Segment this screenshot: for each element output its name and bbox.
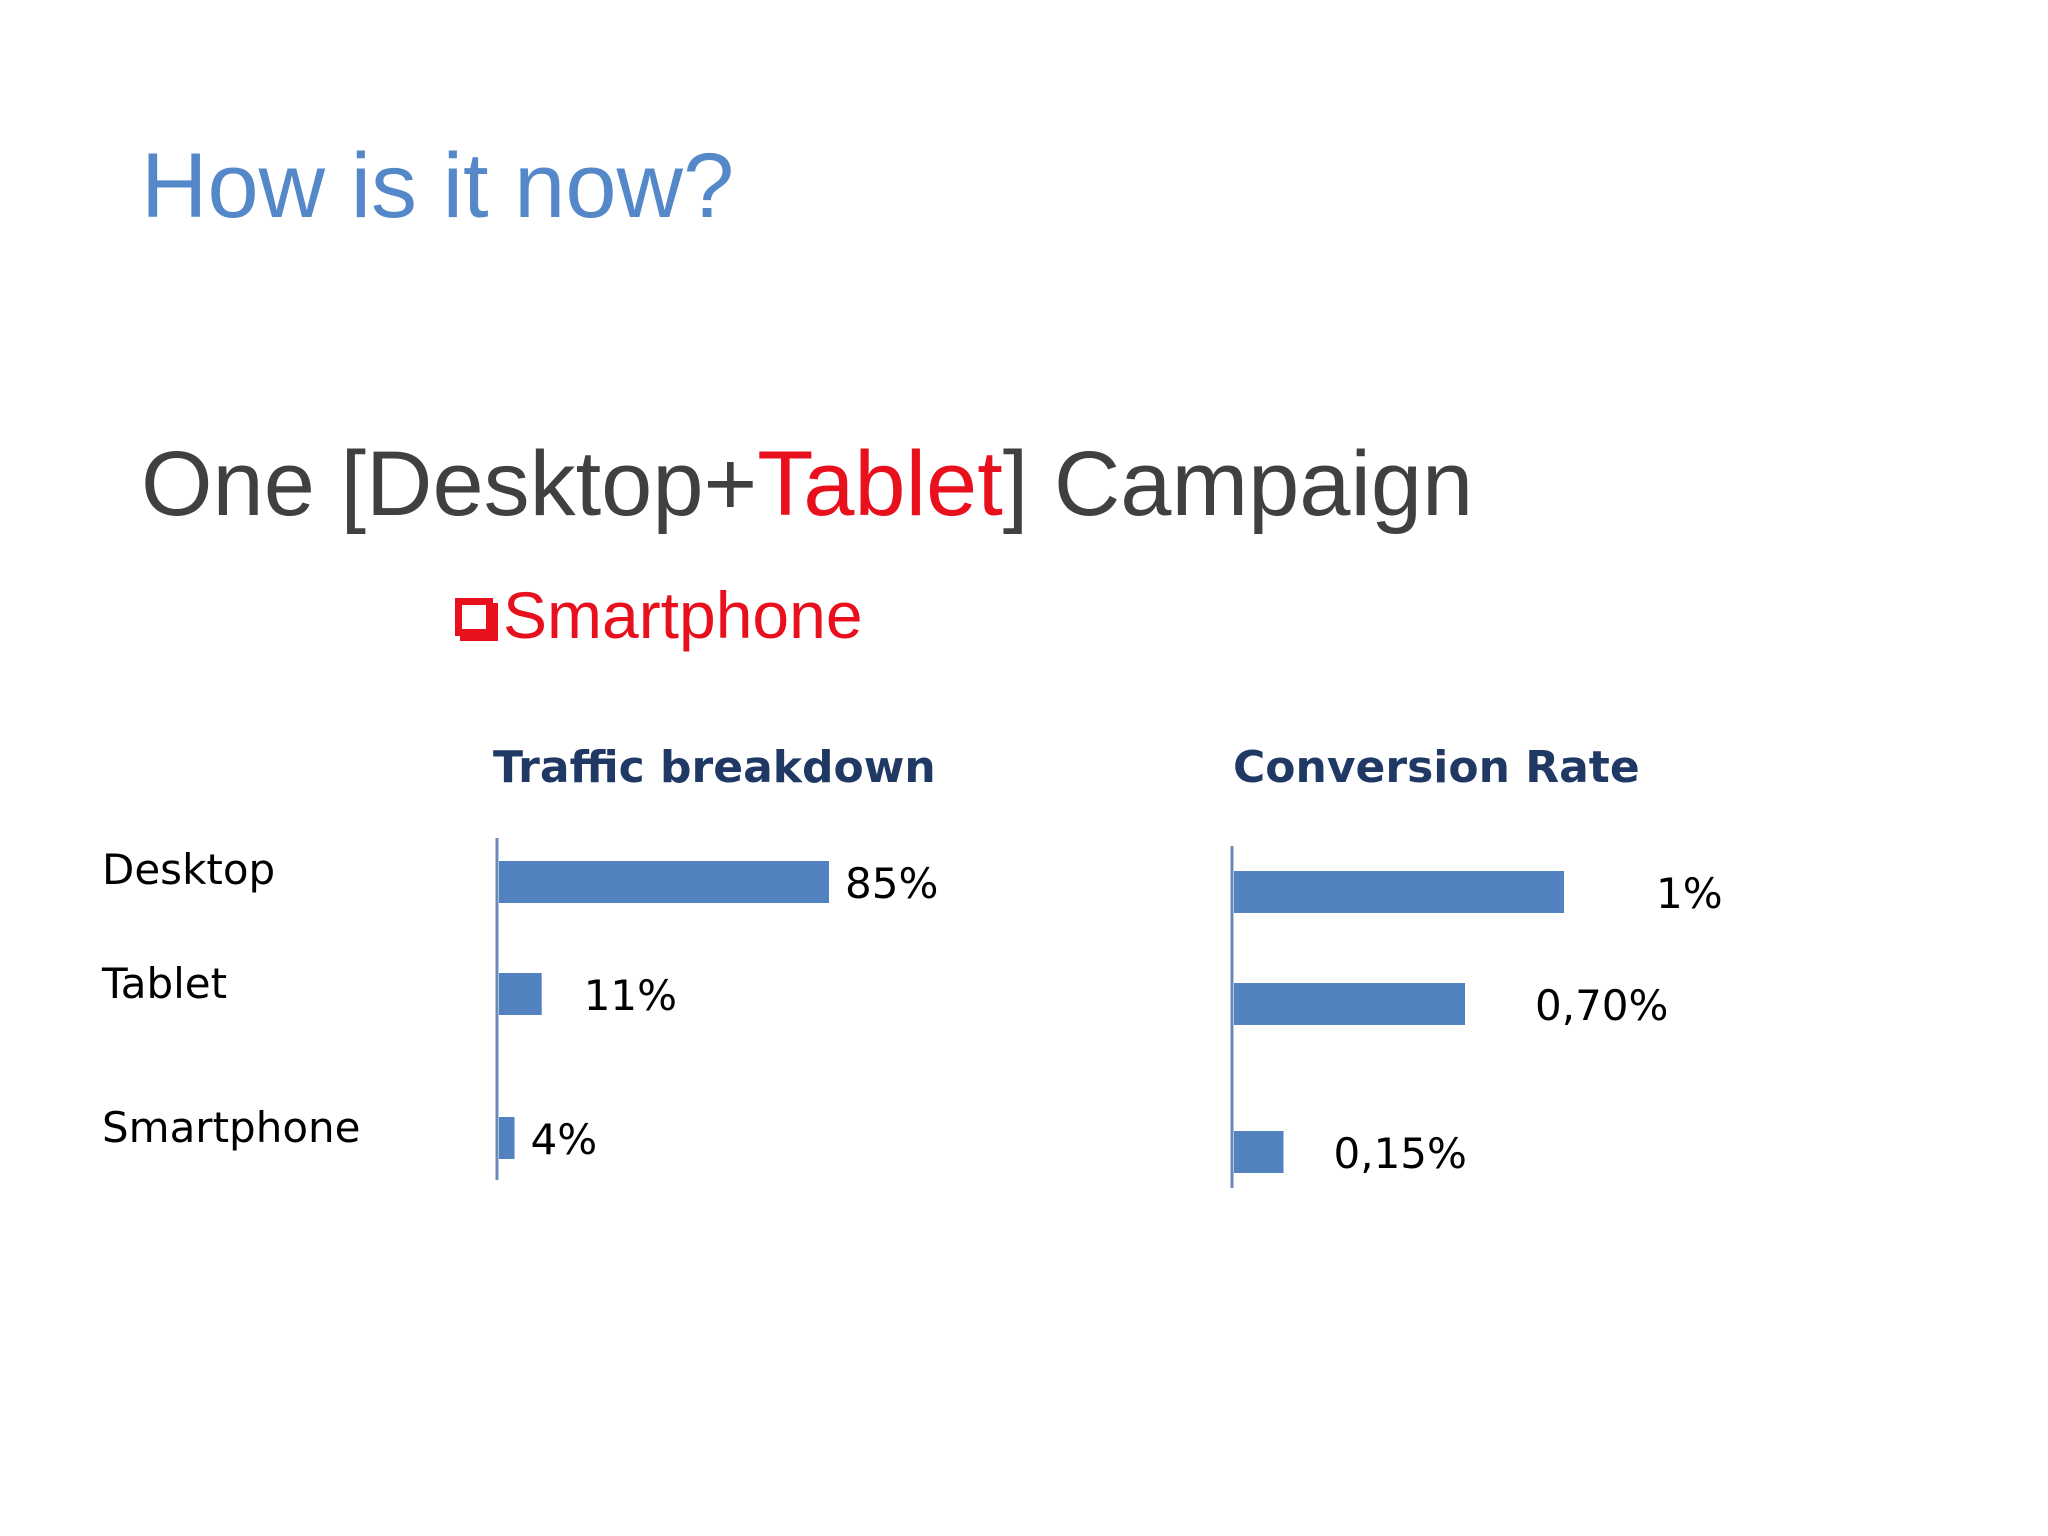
campaign-heading-accent: Tablet	[757, 433, 1003, 535]
traffic-value-label-desktop: 85%	[845, 859, 938, 908]
traffic-value-label-smartphone: 4%	[531, 1115, 598, 1164]
conversion-bar-desktop	[1234, 871, 1564, 913]
smartphone-bullet: Smartphone	[455, 582, 863, 648]
smartphone-bullet-label: Smartphone	[503, 578, 863, 652]
campaign-heading: One [Desktop+Tablet] Campaign	[141, 438, 1473, 530]
category-label-smartphone: Smartphone	[102, 1103, 360, 1152]
traffic-bar-smartphone	[499, 1117, 515, 1159]
category-label-tablet: Tablet	[101, 959, 227, 1008]
traffic-value-label-tablet: 11%	[584, 971, 677, 1020]
conversion-value-label-tablet: 0,70%	[1535, 981, 1668, 1030]
traffic-bar-desktop	[499, 861, 829, 903]
conversion-chart-title: Conversion Rate	[1233, 742, 1640, 793]
conversion-bar-tablet	[1234, 983, 1465, 1025]
checkbox-icon	[455, 598, 493, 636]
traffic-bar-tablet	[499, 973, 542, 1015]
conversion-value-label-desktop: 1%	[1656, 869, 1723, 918]
category-label-desktop: Desktop	[102, 845, 275, 894]
campaign-heading-end: ] Campaign	[1002, 433, 1474, 535]
traffic-chart-title: Traffic breakdown	[493, 742, 936, 793]
slide-title: How is it now?	[141, 135, 735, 237]
conversion-value-label-smartphone: 0,15%	[1334, 1129, 1467, 1178]
conversion-bar-smartphone	[1234, 1131, 1284, 1173]
campaign-heading-start: One [Desktop+	[141, 433, 758, 535]
